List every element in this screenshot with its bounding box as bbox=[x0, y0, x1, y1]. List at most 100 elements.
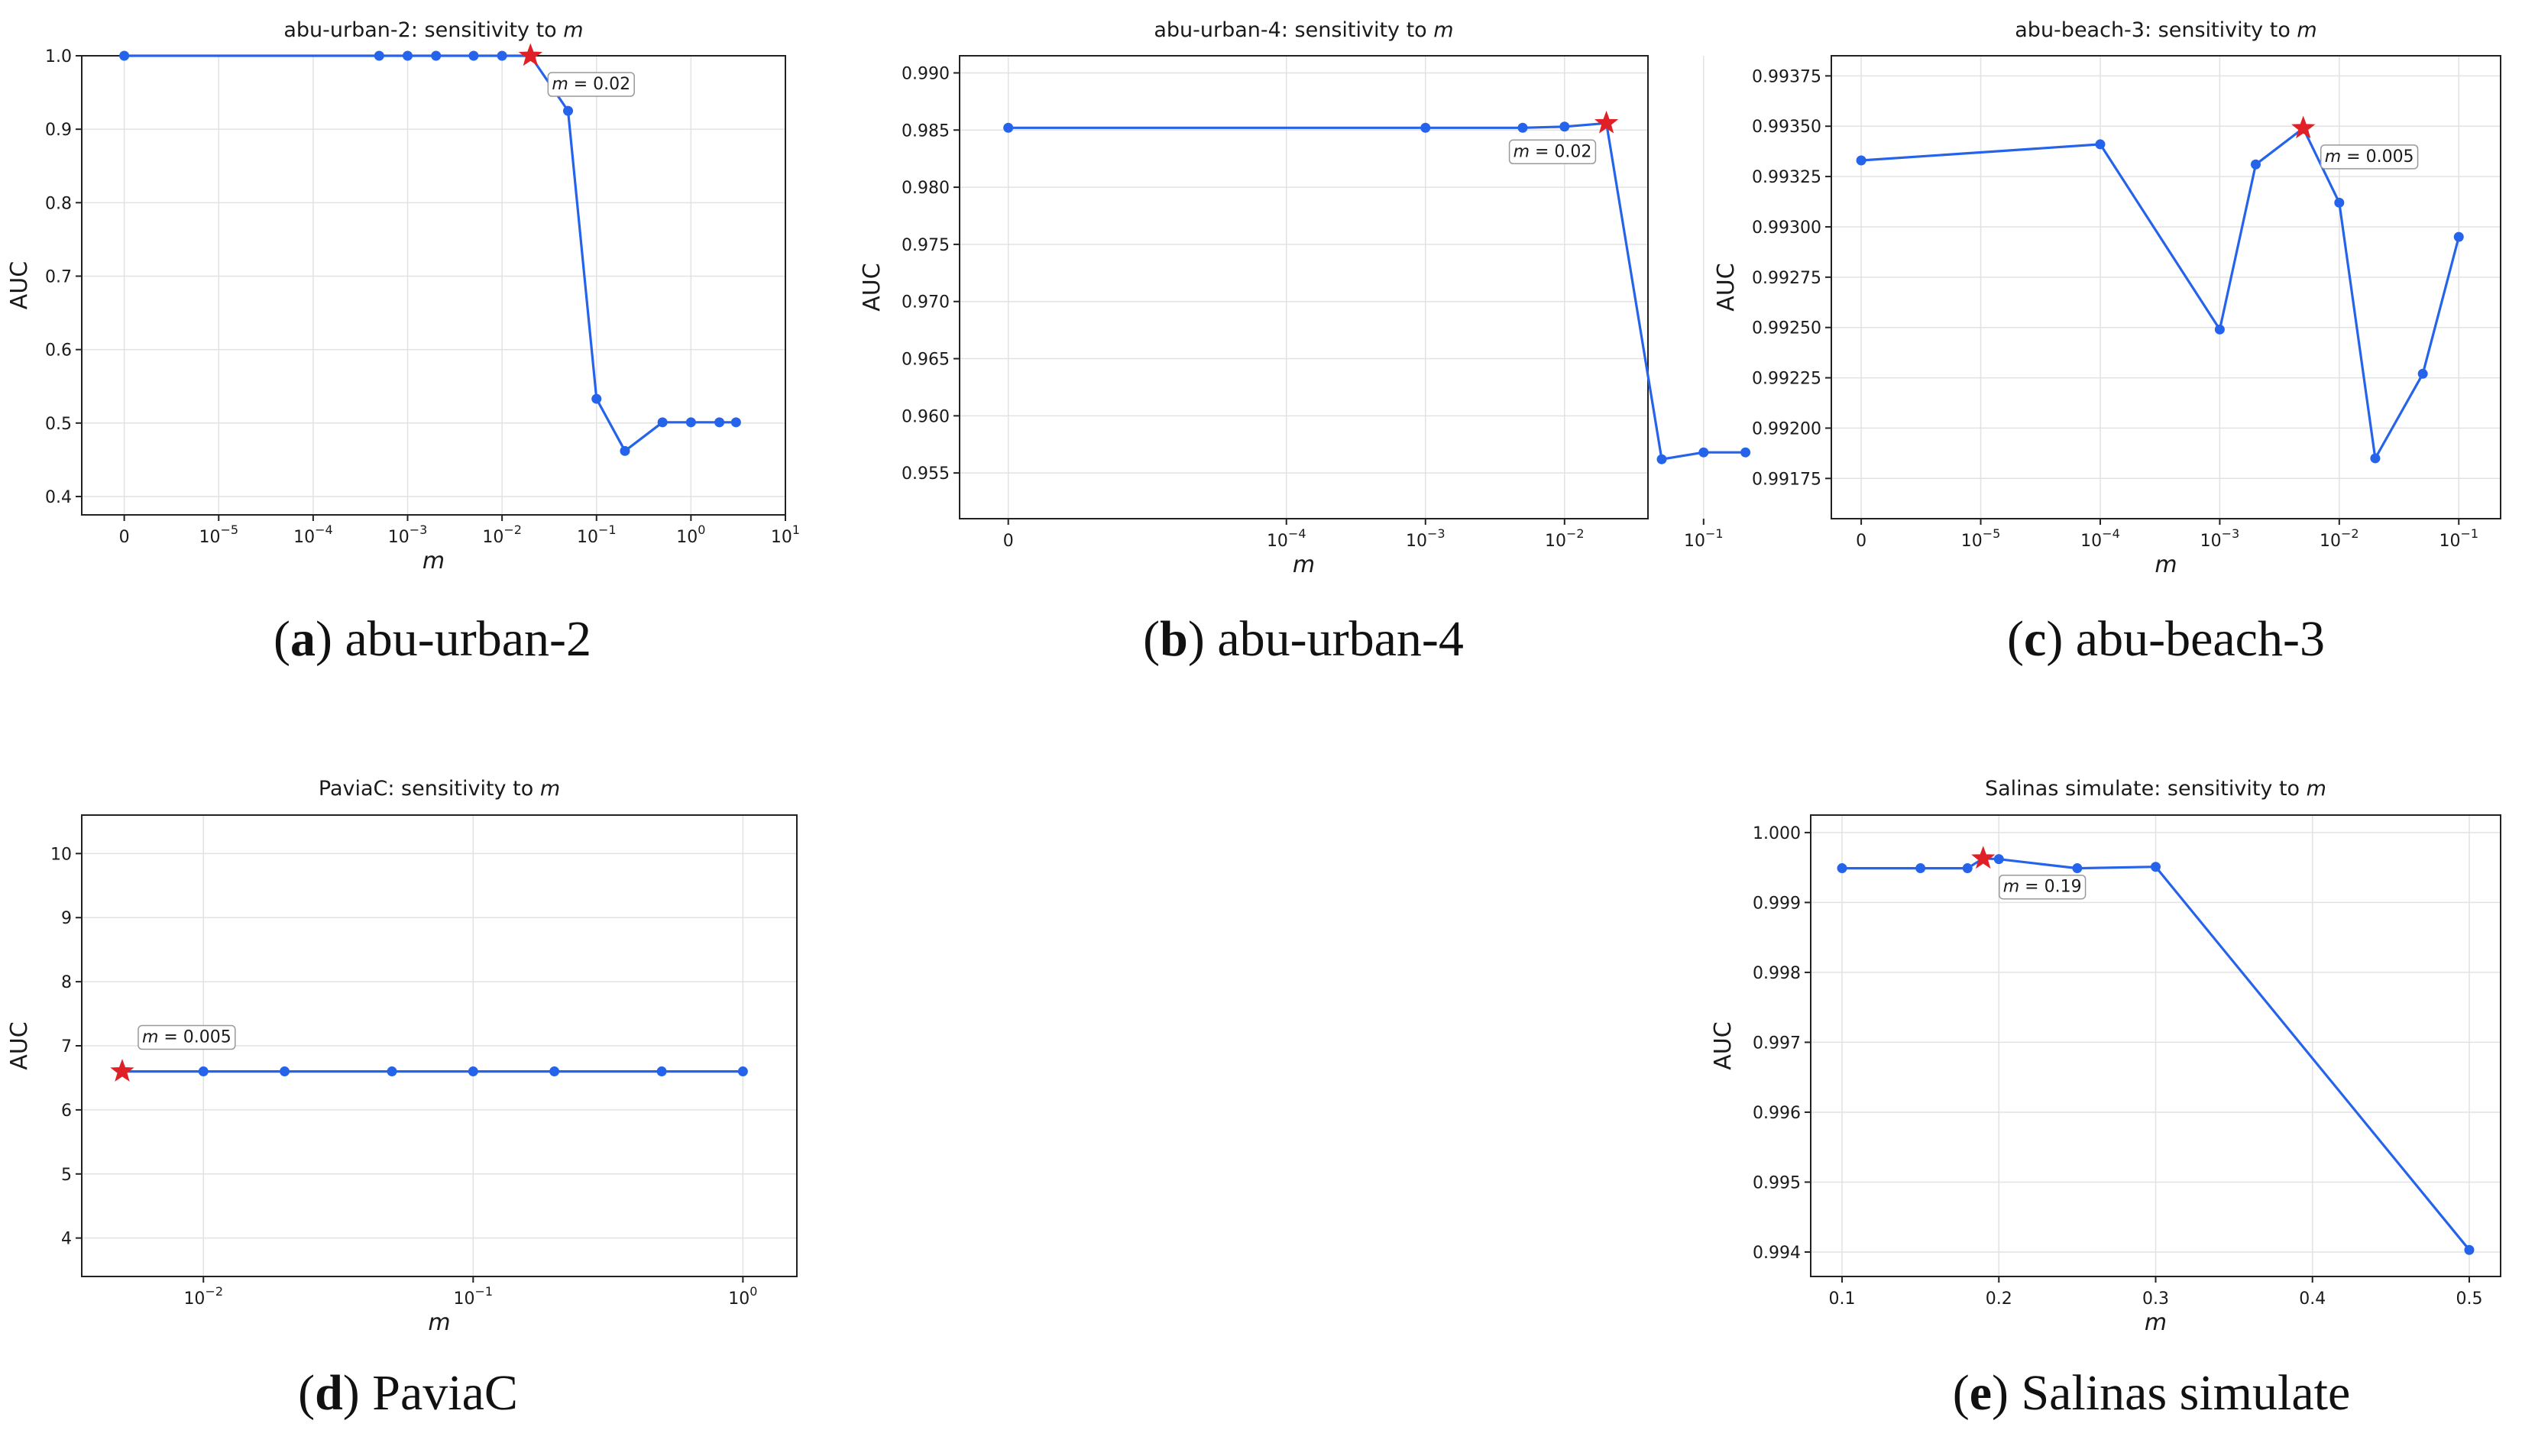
x-axis-label: m bbox=[2145, 1309, 2167, 1336]
chart-panel-5: 0.1 0.2 0.3 0.4 0.5 0.994 0.995 0.996 0.997 0.998… bbox=[1710, 777, 2501, 1421]
best-annotation: m = 0.005 bbox=[2320, 144, 2419, 170]
y-tick-label: 0.970 bbox=[902, 293, 950, 312]
y-axis-label: AUC bbox=[859, 263, 885, 311]
x-tick-label: 10−4 bbox=[293, 523, 333, 547]
x-tick-label: 10−2 bbox=[2320, 526, 2359, 551]
x-tick-label: 0.2 bbox=[1986, 1289, 2012, 1309]
data-point bbox=[497, 50, 507, 61]
x-tick-label: 0.4 bbox=[2299, 1289, 2326, 1309]
y-axis-label: AUC bbox=[6, 261, 33, 309]
y-tick-label: 0.994 bbox=[1753, 1244, 1801, 1263]
y-tick-label: 6 bbox=[61, 1102, 72, 1121]
x-axis-label: m bbox=[422, 548, 445, 574]
x-tick-label: 0 bbox=[1856, 532, 1866, 551]
y-tick-label: 0.9 bbox=[45, 121, 72, 140]
data-point bbox=[1517, 122, 1528, 133]
plot-frame bbox=[959, 55, 1649, 519]
data-point bbox=[549, 1066, 560, 1077]
data-point bbox=[1856, 155, 1866, 166]
x-tick-label: 0.5 bbox=[2456, 1289, 2482, 1309]
series-line bbox=[1008, 121, 1746, 461]
data-point bbox=[1993, 854, 2004, 865]
x-tick-label: 10−1 bbox=[577, 523, 617, 547]
y-tick-label: 0.5 bbox=[45, 415, 72, 434]
data-point bbox=[280, 1066, 290, 1077]
x-axis-label: m bbox=[1293, 552, 1315, 578]
x-tick-label: 10−1 bbox=[1684, 526, 1724, 551]
data-point bbox=[2250, 159, 2261, 170]
y-tick-label: 0.955 bbox=[902, 464, 950, 484]
data-point bbox=[563, 105, 574, 116]
data-point bbox=[1656, 454, 1667, 464]
data-point bbox=[2370, 453, 2381, 464]
y-tick-label: 0.99375 bbox=[1752, 67, 1821, 86]
chart-title: PaviaC: sensitivity to m bbox=[319, 777, 560, 801]
y-tick-label: 5 bbox=[61, 1166, 72, 1185]
x-tick-label: 10−2 bbox=[183, 1284, 223, 1309]
data-point bbox=[1837, 863, 1847, 874]
chart-panel-4: 10−2 10−1 100 4 5 6 7 8 9 10 PaviaC: sensitivity t… bbox=[6, 777, 798, 1421]
y-axis-label: AUC bbox=[1713, 263, 1740, 311]
data-point bbox=[403, 50, 413, 61]
svg-text:m = 0.02: m = 0.02 bbox=[552, 75, 630, 94]
x-tick-label: 10−3 bbox=[388, 523, 428, 547]
chart-panel-1: 0 10−5 10−4 10−3 10−2 10−1 100 101 0.4 0.5 0.6 0.7 0… bbox=[6, 18, 800, 667]
data-point bbox=[468, 50, 479, 61]
y-tick-label: 0.960 bbox=[902, 407, 950, 426]
data-point bbox=[2214, 324, 2225, 335]
data-point bbox=[1915, 863, 1926, 874]
x-tick-label: 10−5 bbox=[1961, 526, 2001, 551]
y-tick-label: 0.4 bbox=[45, 488, 72, 507]
subfigure-caption: (b) abu-urban-4 bbox=[1143, 611, 1464, 667]
y-tick-label: 7 bbox=[61, 1037, 72, 1056]
data-point bbox=[2453, 231, 2464, 242]
x-tick-label: 0 bbox=[1003, 532, 1014, 551]
best-star-marker bbox=[1594, 110, 1619, 134]
series-line bbox=[1860, 127, 2460, 460]
data-point bbox=[730, 417, 741, 428]
y-tick-label: 8 bbox=[61, 973, 72, 992]
x-tick-label: 0 bbox=[119, 528, 130, 547]
chart-title: Salinas simulate: sensitivity to m bbox=[1985, 777, 2326, 801]
x-axis-label: m bbox=[428, 1309, 450, 1336]
y-tick-label: 0.6 bbox=[45, 341, 72, 361]
y-tick-label: 0.7 bbox=[45, 267, 72, 286]
data-point bbox=[374, 50, 384, 61]
x-axis-label: m bbox=[2155, 552, 2177, 578]
data-point bbox=[2072, 863, 2083, 874]
chart-title: abu-urban-2: sensitivity to m bbox=[283, 18, 583, 42]
data-point bbox=[685, 417, 696, 428]
y-tick-label: 0.99275 bbox=[1752, 269, 1821, 288]
y-tick-label: 0.99300 bbox=[1752, 218, 1821, 238]
data-point bbox=[591, 393, 602, 404]
chart-title: abu-urban-4: sensitivity to m bbox=[1154, 18, 1453, 42]
best-star-marker bbox=[518, 43, 542, 66]
y-axis-label: AUC bbox=[1710, 1021, 1737, 1069]
x-tick-label: 10−3 bbox=[2200, 526, 2240, 551]
data-point bbox=[2334, 197, 2345, 208]
x-tick-label: 0.1 bbox=[1829, 1289, 1856, 1309]
svg-text:m = 0.19: m = 0.19 bbox=[2003, 878, 2082, 897]
subfigure-caption: (c) abu-beach-3 bbox=[2007, 611, 2325, 667]
data-point bbox=[2151, 862, 2161, 872]
y-tick-label: 0.965 bbox=[902, 351, 950, 370]
y-tick-label: 10 bbox=[50, 845, 72, 864]
svg-text:m = 0.005: m = 0.005 bbox=[2325, 147, 2414, 167]
y-tick-label: 0.998 bbox=[1753, 964, 1801, 983]
data-point bbox=[1962, 863, 1973, 874]
y-tick-label: 0.999 bbox=[1753, 894, 1801, 913]
y-tick-label: 0.985 bbox=[902, 121, 950, 141]
series-line bbox=[124, 54, 737, 452]
y-tick-label: 0.996 bbox=[1753, 1104, 1801, 1123]
y-tick-label: 0.995 bbox=[1753, 1173, 1801, 1192]
data-point bbox=[1420, 122, 1431, 133]
best-annotation: m = 0.005 bbox=[138, 1024, 236, 1050]
y-tick-label: 1.000 bbox=[1753, 824, 1801, 843]
y-tick-label: 0.99350 bbox=[1752, 118, 1821, 137]
best-annotation: m = 0.02 bbox=[1508, 139, 1597, 165]
best-annotation: m = 0.02 bbox=[547, 72, 635, 97]
y-tick-label: 0.997 bbox=[1753, 1034, 1801, 1053]
data-point bbox=[2417, 368, 2428, 379]
svg-text:m = 0.02: m = 0.02 bbox=[1514, 142, 1592, 161]
